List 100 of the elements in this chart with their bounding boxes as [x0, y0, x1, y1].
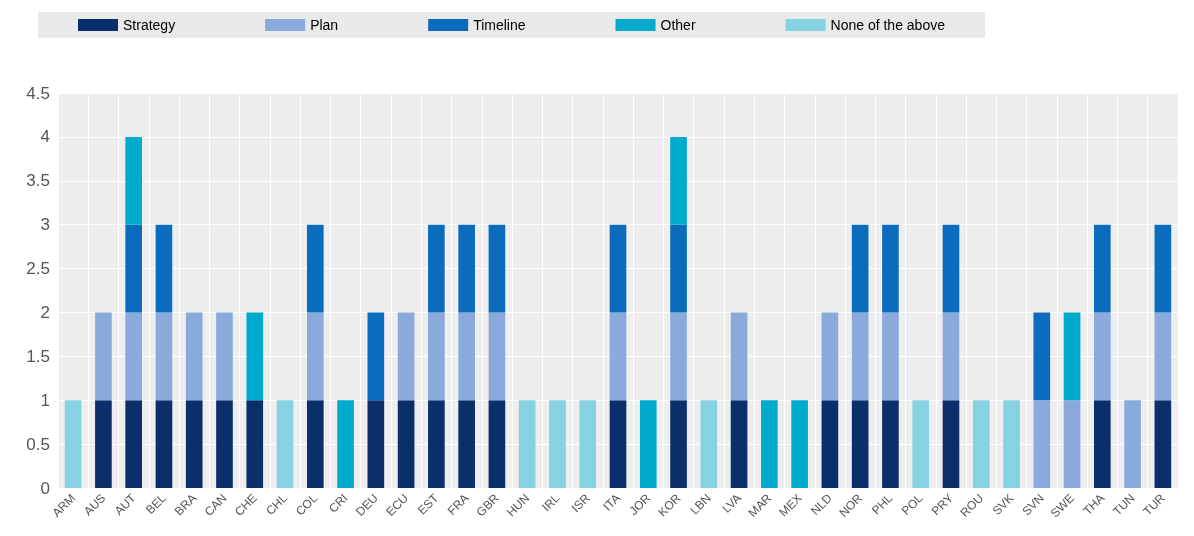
- legend-label: Plan: [310, 17, 339, 33]
- legend-label: Strategy: [123, 17, 176, 33]
- x-tick-label: FRA: [444, 491, 472, 518]
- bar: [488, 224, 506, 313]
- bar: [155, 312, 173, 401]
- bar: [609, 400, 627, 488]
- bar: [155, 400, 173, 488]
- x-tick-label: POL: [898, 490, 926, 518]
- bar: [397, 312, 415, 401]
- bar: [428, 312, 445, 401]
- bar: [851, 400, 869, 488]
- bar: [488, 400, 506, 488]
- bar: [185, 312, 203, 401]
- legend-label: Timeline: [473, 17, 526, 33]
- bar: [1154, 224, 1172, 313]
- bar: [882, 400, 899, 488]
- bar: [882, 312, 899, 401]
- bar: [246, 312, 264, 401]
- bar: [367, 400, 385, 488]
- bar: [1094, 312, 1111, 401]
- bar: [851, 312, 869, 401]
- x-tick-label: LVA: [719, 491, 745, 516]
- y-tick-label: 4.5: [26, 83, 50, 103]
- bar: [125, 312, 142, 401]
- x-tick-label: ISR: [568, 490, 593, 516]
- bar: [1124, 400, 1141, 488]
- bar: [216, 312, 233, 401]
- bar: [1003, 400, 1020, 488]
- bar: [488, 312, 506, 401]
- bar: [791, 400, 808, 488]
- y-tick-label: 2: [40, 302, 50, 322]
- bar: [64, 400, 82, 488]
- x-tick-label: THA: [1080, 491, 1108, 518]
- bar: [125, 136, 142, 225]
- y-tick-label: 4: [40, 127, 50, 147]
- bar: [1033, 312, 1051, 401]
- bar: [670, 136, 687, 225]
- bar: [518, 400, 536, 488]
- bar: [851, 224, 869, 313]
- x-tick-label: BEL: [142, 490, 170, 517]
- bar: [125, 224, 142, 313]
- bar: [216, 400, 233, 488]
- x-tick-label: PHL: [868, 490, 896, 518]
- bar: [458, 400, 475, 488]
- bar: [700, 400, 718, 488]
- bar: [185, 400, 203, 488]
- bar: [367, 312, 385, 401]
- bar: [670, 400, 687, 488]
- bar: [337, 400, 354, 488]
- bar: [306, 224, 324, 313]
- bar: [761, 400, 778, 488]
- bar: [1063, 312, 1081, 401]
- bar: [1094, 400, 1111, 488]
- bar: [670, 312, 687, 401]
- bar: [428, 400, 445, 488]
- bar: [458, 224, 475, 313]
- bar: [639, 400, 657, 488]
- x-tick-label: CRI: [326, 491, 351, 516]
- bar: [579, 400, 597, 488]
- bar: [882, 224, 899, 313]
- bar: [942, 224, 960, 313]
- bar: [609, 312, 627, 401]
- y-tick-label: 0: [40, 478, 50, 498]
- bar: [276, 400, 294, 488]
- bar: [609, 224, 627, 313]
- x-tick-label: IRL: [539, 490, 563, 515]
- y-tick-label: 3: [40, 215, 50, 235]
- bar: [306, 312, 324, 401]
- bar: [670, 224, 687, 313]
- bar: [730, 400, 748, 488]
- bar: [821, 312, 839, 401]
- bar: [942, 400, 960, 488]
- bar: [246, 400, 264, 488]
- bar: [730, 312, 748, 401]
- x-tick-label: ITA: [600, 491, 623, 514]
- x-tick-label: NLD: [807, 490, 836, 518]
- bar: [95, 400, 112, 488]
- y-tick-label: 1.5: [26, 346, 50, 366]
- y-tick-label: 3.5: [26, 171, 50, 191]
- x-tick-label: CHL: [263, 490, 291, 518]
- bar: [912, 400, 930, 488]
- bar: [1063, 400, 1081, 488]
- bar: [821, 400, 839, 488]
- legend-label: None of the above: [830, 17, 946, 33]
- bar: [458, 312, 475, 401]
- bar: [1154, 400, 1172, 488]
- bar: [95, 312, 112, 401]
- x-tick-label: TUN: [1110, 491, 1138, 519]
- bar: [1094, 224, 1111, 313]
- bar: [428, 224, 445, 313]
- x-tick-label: TUR: [1140, 490, 1169, 519]
- bar: [549, 400, 566, 488]
- bar: [1154, 312, 1172, 401]
- bar: [155, 224, 173, 313]
- x-tick-label: COL: [292, 490, 321, 519]
- bar: [306, 400, 324, 488]
- y-tick-label: 2.5: [26, 259, 50, 279]
- y-tick-label: 1: [40, 390, 50, 410]
- bar: [972, 400, 990, 488]
- y-tick-label: 0.5: [26, 434, 50, 454]
